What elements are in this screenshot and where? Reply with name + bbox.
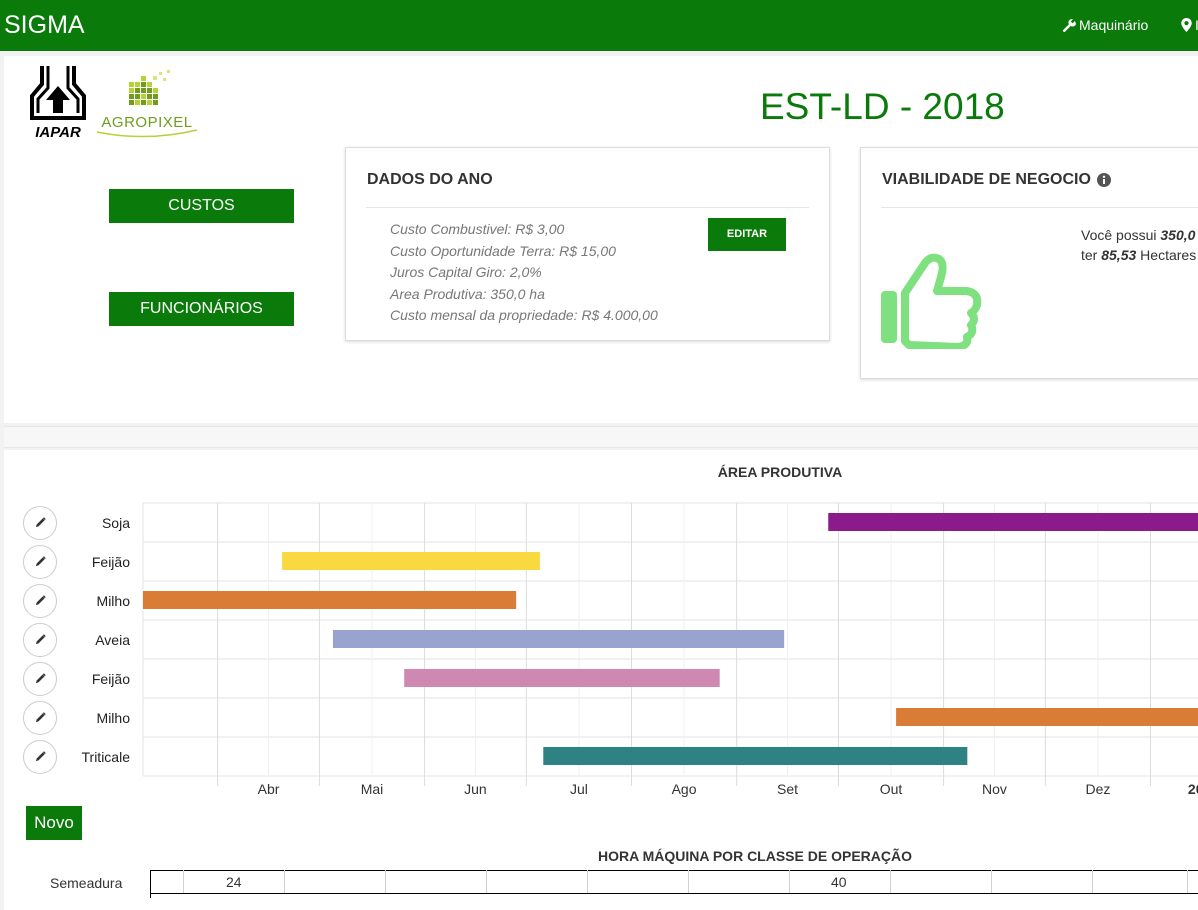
hora-value: 40: [831, 874, 847, 890]
hora-value: 24: [226, 874, 242, 890]
